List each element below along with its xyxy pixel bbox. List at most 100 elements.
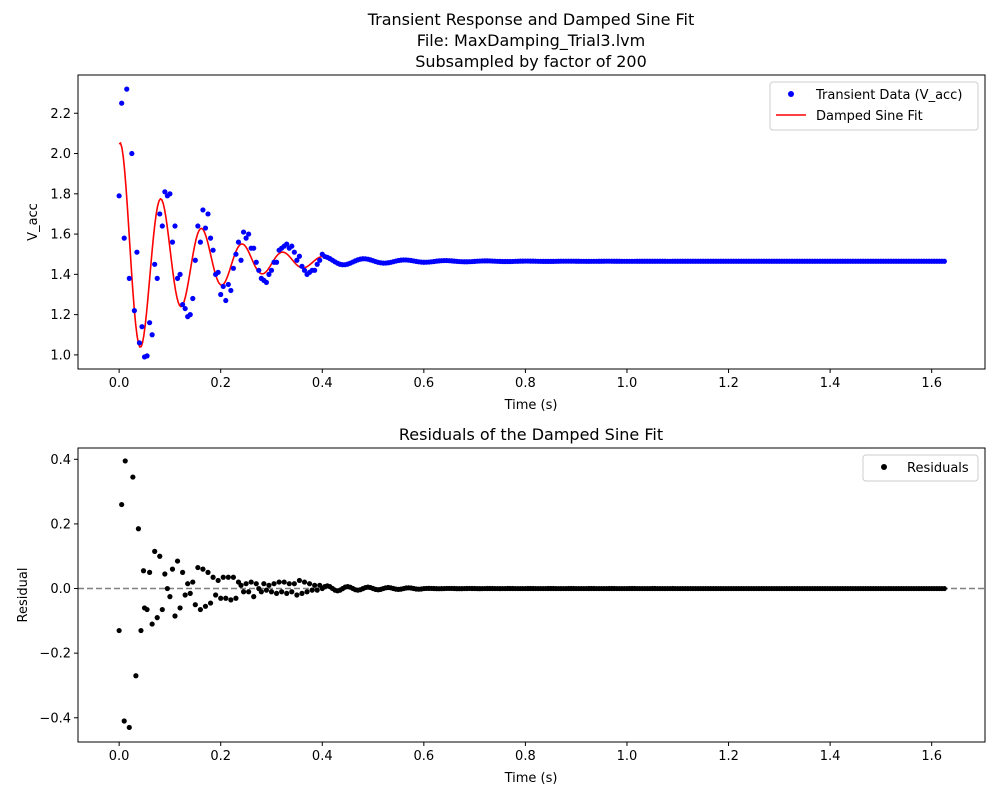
bottom-x-axis-label: Time (s) xyxy=(504,771,558,786)
top-legend: Transient Data (V_acc) Damped Sine Fit xyxy=(769,81,979,131)
top-x-tick-label: 1.2 xyxy=(718,376,739,391)
residual-point xyxy=(167,594,173,600)
residual-point xyxy=(230,574,236,580)
top-y-tick-label: 1.0 xyxy=(50,348,71,363)
top-y-tick-label: 1.4 xyxy=(50,268,71,283)
bottom-chart-title: Residuals of the Damped Sine Fit xyxy=(399,425,663,444)
transient-data-point xyxy=(154,275,160,281)
transient-data-point xyxy=(152,261,158,267)
residual-point xyxy=(243,581,249,587)
bottom-legend-box xyxy=(862,454,979,482)
residual-point xyxy=(172,613,178,619)
residual-point xyxy=(273,590,280,596)
residual-point xyxy=(258,589,264,595)
top-legend-box xyxy=(769,81,979,131)
transient-data-point xyxy=(256,267,262,273)
top-chart-title-line-1: Transient Response and Damped Sine Fit xyxy=(367,10,695,29)
residual-point xyxy=(213,592,219,598)
transient-data-point xyxy=(192,257,198,263)
residual-point xyxy=(119,501,125,508)
residual-point xyxy=(223,595,229,601)
residual-point xyxy=(253,581,259,587)
transient-data-point xyxy=(162,189,168,195)
transient-data-point xyxy=(251,245,257,251)
transient-data-point xyxy=(177,271,183,277)
legend-label-transient-data: Transient Data (V_acc) xyxy=(815,88,962,103)
transient-data-point xyxy=(228,287,234,294)
residual-point xyxy=(138,627,144,634)
top-y-tick-label: 2.0 xyxy=(50,147,71,162)
residual-point xyxy=(157,553,163,559)
top-x-tick-label: 0.0 xyxy=(109,376,130,391)
residual-point xyxy=(941,585,947,592)
transient-data-point xyxy=(159,223,165,229)
residual-point xyxy=(192,602,198,608)
transient-data-point xyxy=(215,269,221,275)
top-x-tick-label: 1.4 xyxy=(820,376,841,391)
top-chart: Transient Response and Damped Sine Fit F… xyxy=(26,10,986,413)
residual-point xyxy=(126,724,132,731)
residual-point xyxy=(263,587,270,593)
residual-point xyxy=(309,587,315,593)
top-x-tick-label: 1.6 xyxy=(921,376,942,391)
top-y-tick-label: 1.8 xyxy=(50,187,71,202)
residual-point xyxy=(207,600,214,606)
residual-point xyxy=(122,458,128,464)
bottom-axes-frame xyxy=(77,447,986,743)
legend-marker-transient-data xyxy=(788,91,794,97)
bottom-x-tick-label: 0.6 xyxy=(413,749,434,764)
transient-data-point xyxy=(263,279,270,286)
transient-data-point xyxy=(126,275,132,281)
legend-marker-residuals xyxy=(881,464,887,470)
transient-data-point xyxy=(284,241,290,247)
transient-data-point xyxy=(131,308,137,314)
top-x-tick-label: 0.6 xyxy=(413,376,434,391)
residual-point xyxy=(304,589,310,595)
legend-label-damped-sine-fit: Damped Sine Fit xyxy=(816,109,923,124)
bottom-y-ticks: −0.4 −0.2 0.0 0.2 0.4 xyxy=(39,453,78,726)
bottom-x-tick-label: 0.2 xyxy=(210,749,231,764)
transient-data-point xyxy=(238,257,244,263)
transient-data-point xyxy=(121,235,127,241)
residual-point xyxy=(140,568,147,574)
transient-data-point xyxy=(157,211,163,217)
bottom-x-tick-label: 1.0 xyxy=(617,749,638,764)
residual-point xyxy=(284,590,290,596)
residual-point xyxy=(197,606,203,613)
transient-data-point xyxy=(180,301,186,308)
transient-data-point xyxy=(230,265,236,271)
top-y-tick-label: 1.6 xyxy=(50,228,71,243)
transient-data-point xyxy=(210,247,216,253)
residual-point xyxy=(271,581,277,587)
residual-point xyxy=(286,581,292,587)
transient-data-point xyxy=(205,211,211,217)
transient-data-point xyxy=(253,259,259,265)
bottom-plot-area xyxy=(78,458,985,731)
bottom-y-tick-label: −0.2 xyxy=(39,647,71,662)
bottom-x-tick-label: 1.2 xyxy=(718,749,739,764)
transient-data-point xyxy=(294,257,300,263)
residual-point xyxy=(135,526,142,532)
residual-point xyxy=(301,579,308,585)
transient-data-point xyxy=(182,305,188,312)
transient-data-point xyxy=(246,231,252,237)
top-x-ticks: 0.0 0.2 0.4 0.6 0.8 1.0 1.2 1.4 1.6 xyxy=(109,369,942,391)
residual-point xyxy=(281,579,287,585)
residual-point xyxy=(261,581,267,587)
top-x-tick-label: 0.2 xyxy=(210,376,231,391)
bottom-y-tick-label: 0.0 xyxy=(50,582,71,597)
transient-data-point xyxy=(314,261,320,267)
transient-data-point xyxy=(273,259,280,265)
residual-point xyxy=(164,585,170,592)
bottom-legend: Residuals xyxy=(862,454,979,482)
top-y-axis-label: V_acc xyxy=(26,203,41,241)
residual-point xyxy=(279,589,285,595)
residual-point xyxy=(266,582,272,588)
transient-data-point xyxy=(266,271,272,277)
transient-data-point xyxy=(174,275,181,281)
top-y-ticks: 1.0 1.2 1.4 1.6 1.8 2.0 2.2 xyxy=(50,107,78,363)
residual-point xyxy=(174,558,181,564)
bottom-chart: Residuals of the Damped Sine Fit 0.0 0.2 0… xyxy=(16,425,986,786)
residual-point xyxy=(296,577,303,584)
residual-point xyxy=(159,606,165,613)
